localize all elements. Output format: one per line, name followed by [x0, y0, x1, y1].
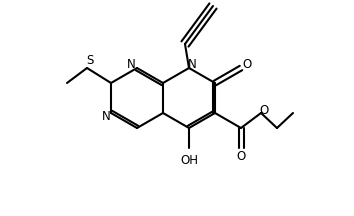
Text: S: S	[86, 54, 94, 67]
Text: O: O	[259, 103, 269, 116]
Text: N: N	[102, 111, 110, 124]
Text: OH: OH	[180, 154, 198, 167]
Text: N: N	[188, 57, 196, 70]
Text: O: O	[236, 149, 246, 162]
Text: N: N	[127, 57, 135, 70]
Text: O: O	[242, 59, 252, 71]
